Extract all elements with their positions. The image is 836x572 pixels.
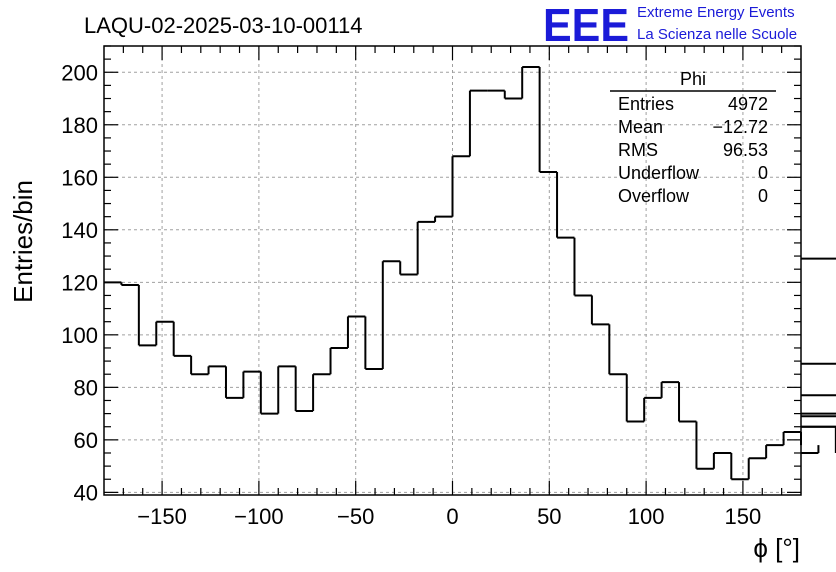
y-tick-label: 40 [74, 480, 98, 505]
y-axis-title: Entries/bin [8, 180, 38, 303]
x-axis-title: ϕ [°] [753, 533, 800, 563]
stats-label-overflow: Overflow [618, 186, 690, 206]
stats-value-entries: 4972 [728, 94, 768, 114]
stats-box: Phi Entries 4972 Mean −12.72 RMS 96.53 U… [610, 69, 776, 206]
stats-label-mean: Mean [618, 117, 663, 137]
y-tick-label: 160 [61, 165, 98, 190]
y-tick-label: 140 [61, 218, 98, 243]
stats-value-underflow: 0 [758, 163, 768, 183]
y-tick-label: 60 [74, 428, 98, 453]
y-tick-label: 80 [74, 375, 98, 400]
stats-value-mean: −12.72 [712, 117, 768, 137]
x-tick-label: 0 [446, 504, 458, 529]
stats-name: Phi [680, 69, 706, 89]
y-tick-label: 100 [61, 323, 98, 348]
x-tick-label: 50 [537, 504, 561, 529]
x-tick-label: −50 [337, 504, 374, 529]
tick-layer: −150 −100 −50 0 50 100 150 40 60 80 100 120 140 160 18… [61, 45, 801, 529]
y-tick-label: 200 [61, 60, 98, 85]
chart-title: LAQU-02-2025-03-10-00114 [84, 13, 362, 38]
stats-label-rms: RMS [618, 140, 658, 160]
logo-line-2: La Scienza nelle Scuole [637, 26, 797, 43]
eee-logo: EEE Extreme Energy Events La Scienza nel… [543, 0, 797, 51]
x-tick-label: −100 [234, 504, 284, 529]
y-tick-label: 120 [61, 270, 98, 295]
stats-value-overflow: 0 [758, 186, 768, 206]
x-tick-label: −150 [137, 504, 187, 529]
grid-layer [104, 46, 801, 495]
x-tick-label: 100 [628, 504, 665, 529]
stats-label-underflow: Underflow [618, 163, 700, 183]
stats-label-entries: Entries [618, 94, 674, 114]
logo-line-1: Extreme Energy Events [637, 4, 795, 21]
logo-mark: EEE [543, 0, 629, 51]
x-tick-label: 150 [725, 504, 762, 529]
stats-value-rms: 96.53 [723, 140, 768, 160]
y-tick-label: 180 [61, 113, 98, 138]
